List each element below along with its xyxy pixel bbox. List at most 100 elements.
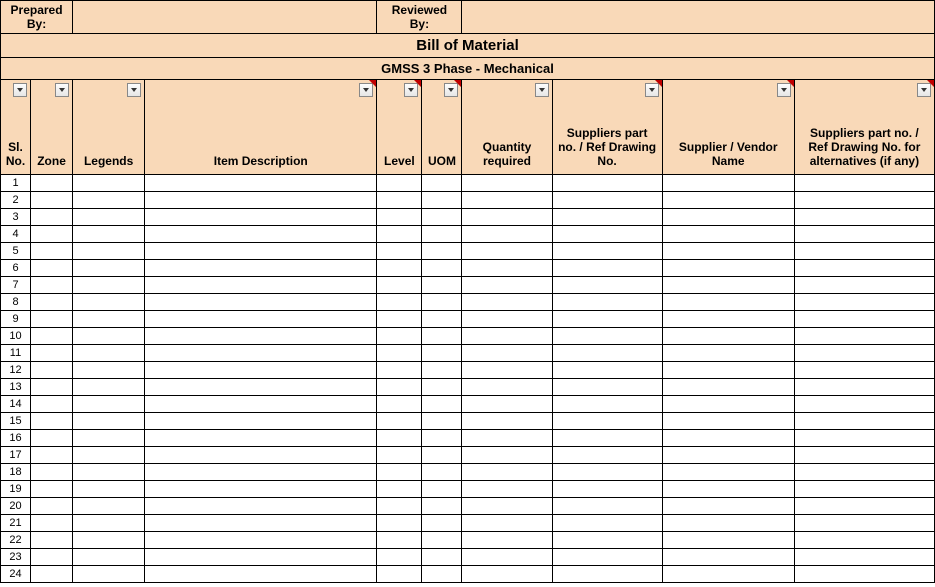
cell-item_desc[interactable]: [145, 430, 377, 447]
cell-supp_name[interactable]: [662, 294, 794, 311]
cell-level[interactable]: [377, 481, 422, 498]
cell-qty[interactable]: [462, 294, 552, 311]
cell-supp_part[interactable]: [552, 209, 662, 226]
cell-supp_alt[interactable]: [794, 464, 934, 481]
cell-uom[interactable]: [422, 277, 462, 294]
cell-item_desc[interactable]: [145, 277, 377, 294]
cell-supp_name[interactable]: [662, 481, 794, 498]
cell-uom[interactable]: [422, 175, 462, 192]
cell-qty[interactable]: [462, 192, 552, 209]
cell-supp_part[interactable]: [552, 311, 662, 328]
cell-supp_part[interactable]: [552, 277, 662, 294]
cell-supp_name[interactable]: [662, 277, 794, 294]
filter-dropdown-icon[interactable]: [127, 83, 141, 97]
cell-legends[interactable]: [73, 294, 145, 311]
filter-dropdown-icon[interactable]: [13, 83, 27, 97]
cell-legends[interactable]: [73, 430, 145, 447]
cell-qty[interactable]: [462, 175, 552, 192]
cell-level[interactable]: [377, 396, 422, 413]
cell-uom[interactable]: [422, 532, 462, 549]
cell-supp_alt[interactable]: [794, 226, 934, 243]
cell-qty[interactable]: [462, 226, 552, 243]
cell-supp_part[interactable]: [552, 260, 662, 277]
cell-uom[interactable]: [422, 430, 462, 447]
cell-qty[interactable]: [462, 498, 552, 515]
cell-supp_alt[interactable]: [794, 362, 934, 379]
cell-legends[interactable]: [73, 464, 145, 481]
cell-level[interactable]: [377, 549, 422, 566]
comment-indicator-icon[interactable]: [655, 80, 662, 87]
cell-sl_no[interactable]: 4: [1, 226, 31, 243]
cell-sl_no[interactable]: 22: [1, 532, 31, 549]
cell-supp_alt[interactable]: [794, 277, 934, 294]
cell-supp_alt[interactable]: [794, 192, 934, 209]
cell-sl_no[interactable]: 7: [1, 277, 31, 294]
cell-uom[interactable]: [422, 464, 462, 481]
cell-sl_no[interactable]: 24: [1, 566, 31, 583]
cell-uom[interactable]: [422, 549, 462, 566]
cell-legends[interactable]: [73, 175, 145, 192]
cell-item_desc[interactable]: [145, 396, 377, 413]
cell-item_desc[interactable]: [145, 192, 377, 209]
cell-uom[interactable]: [422, 566, 462, 583]
cell-item_desc[interactable]: [145, 379, 377, 396]
cell-item_desc[interactable]: [145, 175, 377, 192]
cell-zone[interactable]: [31, 396, 73, 413]
cell-level[interactable]: [377, 226, 422, 243]
cell-supp_part[interactable]: [552, 464, 662, 481]
cell-qty[interactable]: [462, 447, 552, 464]
cell-qty[interactable]: [462, 345, 552, 362]
cell-item_desc[interactable]: [145, 566, 377, 583]
cell-supp_alt[interactable]: [794, 209, 934, 226]
cell-zone[interactable]: [31, 226, 73, 243]
cell-supp_name[interactable]: [662, 209, 794, 226]
cell-legends[interactable]: [73, 566, 145, 583]
cell-supp_part[interactable]: [552, 328, 662, 345]
cell-supp_name[interactable]: [662, 362, 794, 379]
cell-level[interactable]: [377, 430, 422, 447]
cell-supp_part[interactable]: [552, 481, 662, 498]
cell-sl_no[interactable]: 9: [1, 311, 31, 328]
cell-legends[interactable]: [73, 243, 145, 260]
cell-supp_alt[interactable]: [794, 413, 934, 430]
cell-legends[interactable]: [73, 481, 145, 498]
cell-item_desc[interactable]: [145, 413, 377, 430]
cell-supp_part[interactable]: [552, 413, 662, 430]
cell-supp_alt[interactable]: [794, 566, 934, 583]
cell-supp_name[interactable]: [662, 226, 794, 243]
cell-level[interactable]: [377, 345, 422, 362]
cell-level[interactable]: [377, 328, 422, 345]
cell-zone[interactable]: [31, 345, 73, 362]
cell-uom[interactable]: [422, 311, 462, 328]
cell-supp_name[interactable]: [662, 379, 794, 396]
cell-uom[interactable]: [422, 396, 462, 413]
cell-uom[interactable]: [422, 243, 462, 260]
cell-supp_part[interactable]: [552, 515, 662, 532]
cell-legends[interactable]: [73, 311, 145, 328]
cell-supp_part[interactable]: [552, 243, 662, 260]
cell-supp_name[interactable]: [662, 447, 794, 464]
cell-zone[interactable]: [31, 294, 73, 311]
cell-qty[interactable]: [462, 396, 552, 413]
cell-uom[interactable]: [422, 515, 462, 532]
cell-zone[interactable]: [31, 413, 73, 430]
cell-legends[interactable]: [73, 549, 145, 566]
cell-qty[interactable]: [462, 243, 552, 260]
cell-sl_no[interactable]: 5: [1, 243, 31, 260]
cell-level[interactable]: [377, 260, 422, 277]
cell-qty[interactable]: [462, 328, 552, 345]
cell-level[interactable]: [377, 566, 422, 583]
cell-level[interactable]: [377, 498, 422, 515]
cell-zone[interactable]: [31, 260, 73, 277]
cell-sl_no[interactable]: 17: [1, 447, 31, 464]
cell-legends[interactable]: [73, 447, 145, 464]
cell-supp_alt[interactable]: [794, 549, 934, 566]
cell-supp_alt[interactable]: [794, 396, 934, 413]
cell-item_desc[interactable]: [145, 243, 377, 260]
cell-supp_alt[interactable]: [794, 532, 934, 549]
prepared-by-value[interactable]: [73, 1, 377, 34]
cell-sl_no[interactable]: 16: [1, 430, 31, 447]
cell-level[interactable]: [377, 277, 422, 294]
cell-legends[interactable]: [73, 532, 145, 549]
cell-level[interactable]: [377, 413, 422, 430]
